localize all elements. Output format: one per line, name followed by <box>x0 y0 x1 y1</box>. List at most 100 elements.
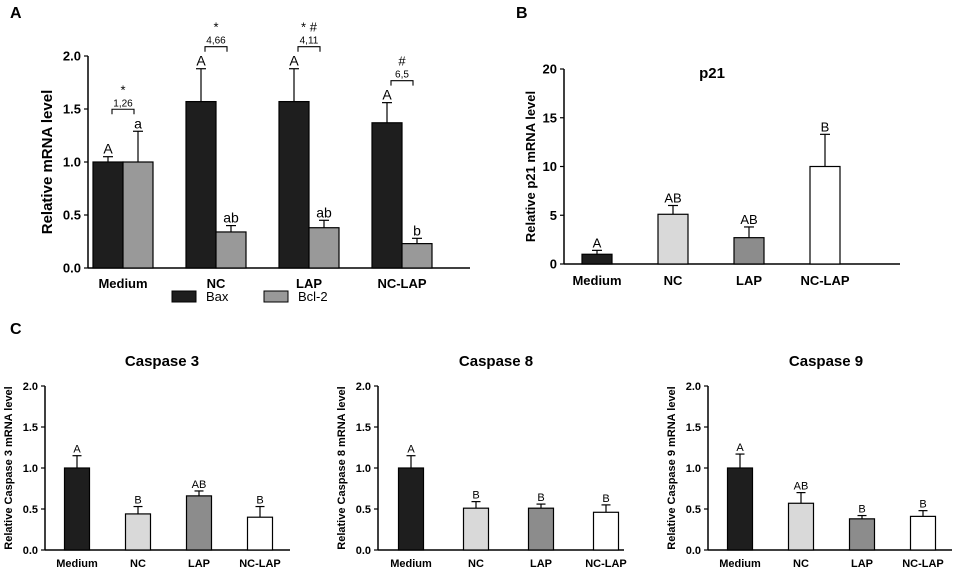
significance-letter: ab <box>223 210 239 226</box>
legend-label: Bax <box>206 289 229 304</box>
significance-letter: AB <box>740 212 757 227</box>
x-tick-label: LAP <box>851 558 873 570</box>
significance-letter: A <box>407 444 415 456</box>
y-tick-label: 0.5 <box>63 208 81 223</box>
fold-change-label: 4,11 <box>300 36 319 47</box>
y-tick-label: 2.0 <box>23 381 38 393</box>
fold-change-label: 4,66 <box>206 36 226 47</box>
chart-title: Caspase 9 <box>789 353 863 370</box>
y-tick-label: 1.5 <box>63 102 81 117</box>
chart-relative-mrna: 0.0 0.5 1.0 1.5 2.0 Relative mRNA level Aa1,26… <box>39 20 470 304</box>
y-tick-label: 0.5 <box>356 504 371 516</box>
significance-symbol: * <box>120 82 125 97</box>
chart-p21: 0 5 10 15 20 Relative p21 mRNA level p21 A Mediu… <box>523 62 900 288</box>
y-tick-label: 1.0 <box>23 463 38 475</box>
x-tick-label: NC <box>207 276 226 291</box>
legend-swatch-bax <box>171 290 197 303</box>
bar-nc <box>787 502 815 551</box>
significance-letter: A <box>73 444 81 456</box>
panel-label-b: B <box>516 5 528 22</box>
y-tick-label: 15 <box>543 110 557 125</box>
bar-lap <box>848 518 876 551</box>
bar-lap <box>527 507 555 551</box>
chart-caspase-8: 0.0 0.5 1.0 1.5 2.0 Relative Caspase 8 mRNA l… <box>336 353 627 570</box>
y-tick-label: 1.5 <box>686 422 701 434</box>
significance-letter: B <box>821 119 830 134</box>
x-tick-label: LAP <box>530 558 552 570</box>
y-tick-label: 2.0 <box>686 381 701 393</box>
bar-medium <box>581 253 613 265</box>
significance-letter: A <box>736 442 744 454</box>
significance-symbol: * # <box>301 20 318 35</box>
x-tick-label: Medium <box>56 558 98 570</box>
y-tick-label: 0.0 <box>686 545 701 557</box>
y-tick-label: 1.0 <box>63 155 81 170</box>
significance-letter: B <box>134 495 141 507</box>
significance-letter: B <box>858 504 865 516</box>
comparison-bracket <box>297 46 321 52</box>
y-axis-title: Relative Caspase 9 mRNA level <box>666 386 678 549</box>
significance-letter: a <box>134 115 142 131</box>
panel-label-c: C <box>10 321 22 338</box>
fold-change-label: 6,5 <box>395 70 409 81</box>
y-tick-label: 0 <box>550 257 557 272</box>
y-axis-title: Relative p21 mRNA level <box>523 91 538 242</box>
significance-letter: A <box>196 53 206 69</box>
y-tick-label: 1.0 <box>356 463 371 475</box>
y-tick-label: 0.5 <box>23 504 38 516</box>
y-tick-label: 1.5 <box>23 422 38 434</box>
bar-nc <box>657 213 689 265</box>
bar-nc <box>462 507 490 551</box>
significance-letter: B <box>256 495 263 507</box>
significance-letter: B <box>537 492 544 504</box>
x-tick-label: Medium <box>719 558 761 570</box>
bar-bax-nc <box>185 100 217 269</box>
significance-letter: A <box>593 235 602 250</box>
x-tick-label: NC-LAP <box>377 276 426 291</box>
bar-bax-nc-lap <box>371 122 403 269</box>
bar-nc <box>124 513 152 551</box>
y-tick-label: 0.0 <box>23 545 38 557</box>
chart-caspase-3: 0.0 0.5 1.0 1.5 2.0 Relative Caspase 3 mRNA l… <box>3 353 290 570</box>
bar-bax-medium <box>92 161 124 269</box>
x-tick-label: NC <box>468 558 484 570</box>
y-tick-label: 0.0 <box>63 261 81 276</box>
fold-change-label: 1,26 <box>113 98 133 109</box>
significance-letter: B <box>919 499 926 511</box>
bar-bax-lap <box>278 100 310 269</box>
bar-medium <box>63 467 91 551</box>
x-tick-label: Medium <box>98 276 147 291</box>
bar-nc-lap <box>246 516 274 551</box>
y-axis-title: Relative mRNA level <box>39 90 56 235</box>
significance-letter: A <box>382 87 392 103</box>
y-axis-title: Relative Caspase 3 mRNA level <box>3 386 15 549</box>
chart-title: Caspase 8 <box>459 353 533 370</box>
x-tick-label: NC-LAP <box>239 558 281 570</box>
significance-letter: AB <box>192 479 207 491</box>
significance-letter: AB <box>664 191 681 206</box>
significance-letter: B <box>602 493 609 505</box>
y-tick-label: 0.5 <box>686 504 701 516</box>
comparison-bracket <box>390 80 414 86</box>
y-tick-label: 1.0 <box>686 463 701 475</box>
significance-letter: b <box>413 222 421 238</box>
significance-symbol: # <box>398 54 406 69</box>
y-tick-label: 0.0 <box>356 545 371 557</box>
x-tick-label: Medium <box>390 558 432 570</box>
significance-letter: B <box>472 490 479 502</box>
x-tick-label: LAP <box>296 276 322 291</box>
x-tick-label: NC <box>793 558 809 570</box>
y-tick-label: 20 <box>543 62 557 77</box>
y-tick-label: 1.5 <box>356 422 371 434</box>
bar-medium <box>726 467 754 551</box>
chart-title: Caspase 3 <box>125 353 199 370</box>
x-tick-label: NC <box>664 273 683 288</box>
bar-lap <box>733 237 765 265</box>
x-tick-label: NC <box>130 558 146 570</box>
x-tick-label: NC-LAP <box>585 558 627 570</box>
x-tick-label: LAP <box>736 273 762 288</box>
x-tick-label: NC-LAP <box>800 273 849 288</box>
bar-bcl-2-medium <box>122 161 154 269</box>
significance-letter: ab <box>316 204 332 220</box>
